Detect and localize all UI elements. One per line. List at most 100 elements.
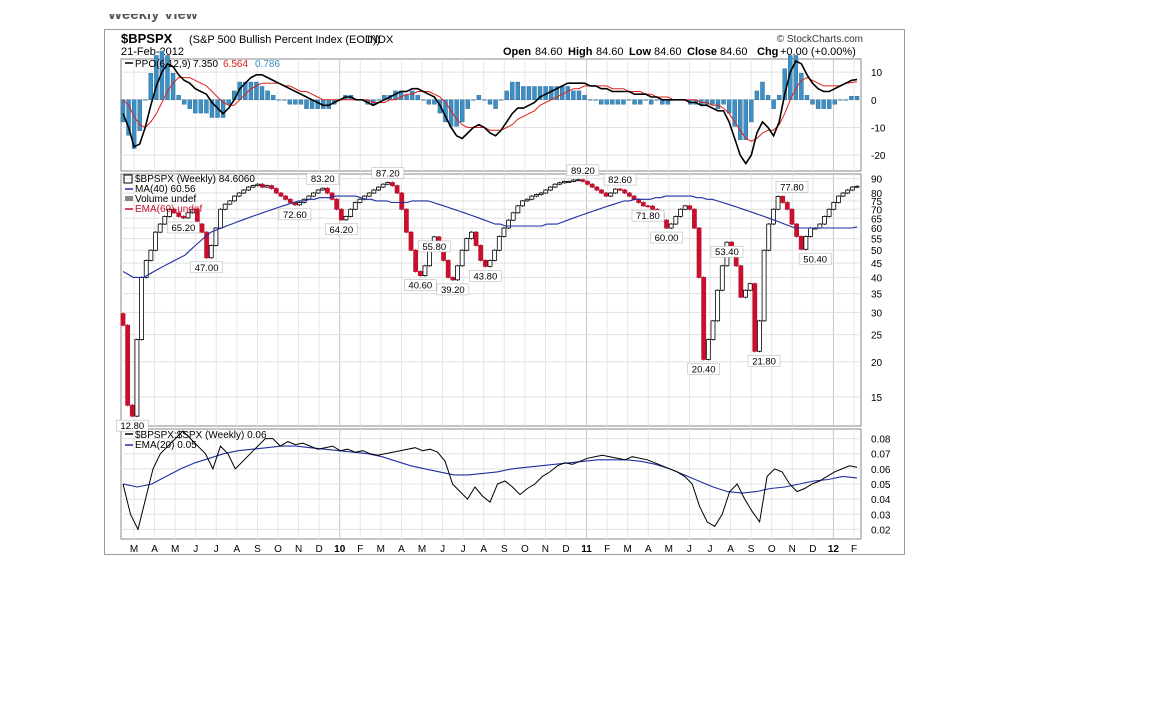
- price-candle: [320, 187, 326, 191]
- ratio-ema20-line: [122, 445, 858, 494]
- ratio-y-tick-label: 0.02: [871, 525, 891, 536]
- ppo-histogram-bar: [198, 99, 204, 114]
- price-candle: [408, 231, 414, 251]
- ppo-legend: PPO(6,12,9) 7.350 6.564 0.786: [125, 59, 280, 70]
- ppo-histogram-bar: [404, 95, 409, 100]
- ema-legend-label: EMA(60) undef: [135, 204, 202, 215]
- ppo-histogram-bar: [259, 86, 265, 100]
- ppo-histogram-bar: [832, 99, 837, 105]
- price-candle: [510, 212, 516, 221]
- price-candle: [222, 203, 228, 210]
- price-y-tick-label: 50: [871, 246, 883, 257]
- price-candle: [413, 249, 419, 272]
- x-tick-label: O: [768, 544, 776, 555]
- price-plot: 12.80 65.20 47.00 72.60 83.20 64.20 87.20 40.60…: [115, 164, 860, 432]
- price-candle: [162, 216, 168, 225]
- price-candle: [617, 188, 623, 191]
- x-tick-label: J: [214, 544, 219, 555]
- ppo-histogram-bar: [376, 99, 381, 101]
- ema20-legend-label: EMA(20) 0.05: [135, 440, 197, 451]
- ppo-histogram-bar: [304, 99, 309, 109]
- symbol-title: $BPSPX: [121, 31, 173, 46]
- price-candle: [185, 212, 191, 219]
- ppo-histogram-bar: [843, 99, 849, 101]
- price-candle: [450, 277, 456, 281]
- price-candle: [199, 223, 205, 233]
- ppo-legend-ppo-value: 7.350: [193, 59, 218, 70]
- ppo-histogram-bar: [226, 99, 231, 105]
- ppo-histogram-bar: [615, 99, 621, 105]
- ppo-histogram-bar: [415, 95, 420, 100]
- ppo-histogram-bar: [838, 99, 843, 101]
- price-candle: [571, 179, 577, 182]
- ppo-histogram-bar: [454, 99, 459, 127]
- price-candle: [506, 219, 511, 229]
- ppo-histogram-bar: [804, 95, 810, 100]
- ppo-plot: [120, 50, 860, 165]
- ratio-legend: $BPSPX:$SPX (Weekly) 0.06 EMA(20) 0.05: [125, 430, 267, 451]
- ppo-line: [122, 59, 858, 165]
- price-candle: [311, 192, 316, 197]
- ppo-histogram-bar: [749, 99, 754, 123]
- price-candle: [529, 195, 535, 200]
- ppo-histogram-bar: [426, 99, 432, 105]
- price-candle: [599, 189, 604, 194]
- price-candle: [566, 181, 572, 183]
- ppo-histogram-bar: [498, 99, 504, 101]
- ppo-histogram-bar: [732, 99, 737, 127]
- price-candle: [139, 277, 144, 341]
- x-tick-label: S: [254, 544, 261, 555]
- price-candle: [129, 404, 135, 417]
- price-annotation-box: [650, 231, 683, 244]
- x-tick-label: M: [624, 544, 632, 555]
- price-legend-swatch: [123, 174, 133, 184]
- price-candle: [854, 185, 860, 188]
- price-candle: [255, 183, 261, 187]
- ppo-histogram-bar: [854, 96, 860, 100]
- x-tick-label: J: [440, 544, 445, 555]
- ppo-histogram-bar: [487, 99, 493, 105]
- price-candle: [208, 245, 214, 259]
- ppo-histogram-bar: [621, 99, 626, 105]
- ppo-histogram-bar: [704, 99, 710, 105]
- price-candle: [775, 196, 781, 210]
- x-tick-label: J: [687, 544, 692, 555]
- price-annotation-label: 43.80: [473, 271, 497, 282]
- ppo-histogram-bar: [270, 95, 276, 100]
- price-candle: [701, 277, 707, 360]
- price-candle: [422, 265, 428, 276]
- x-tick-label: A: [398, 544, 405, 555]
- price-candle: [613, 188, 618, 194]
- price-y-tick-label: 45: [871, 259, 883, 270]
- price-candle: [794, 223, 800, 237]
- ppo-histogram-bar: [771, 99, 776, 109]
- price-candle: [547, 186, 553, 191]
- price-candle: [557, 182, 563, 185]
- price-candle: [575, 179, 581, 182]
- ratio-y-tick-label: 0.07: [871, 450, 891, 461]
- price-candle: [287, 198, 293, 203]
- x-tick-label: N: [295, 544, 302, 555]
- ppo-histogram-bar: [276, 99, 281, 101]
- price-annotation-box: [115, 419, 149, 432]
- ppo-histogram-bar: [815, 99, 821, 109]
- x-tick-label: O: [521, 544, 529, 555]
- x-tick-label: M: [171, 544, 179, 555]
- price-candle: [269, 185, 275, 189]
- price-candle: [204, 231, 210, 259]
- ppo-histogram-bar: [765, 95, 771, 100]
- price-candle: [524, 198, 530, 202]
- chg-value: +0.00 (+0.00%): [780, 46, 856, 58]
- price-candle: [645, 205, 651, 208]
- symbol-description: (S&P 500 Bullish Percent Index (EOD)): [189, 34, 380, 46]
- price-candle: [167, 208, 172, 217]
- price-annotation-label: 89.20: [571, 166, 595, 177]
- x-tick-label: M: [665, 544, 673, 555]
- ppo-histogram-bar: [170, 72, 176, 100]
- cut-off-heading: Weekly View: [108, 6, 198, 23]
- price-legend-series: $BPSPX (Weekly) 84.6060: [135, 174, 255, 185]
- price-candle: [664, 219, 669, 229]
- x-axis: M A M J J A S O N D 10 F M A M J J A S O N D 11 F M A M J J A S O N D 12 F: [130, 544, 857, 555]
- x-tick-label: 10: [334, 544, 346, 555]
- price-candle: [376, 186, 381, 191]
